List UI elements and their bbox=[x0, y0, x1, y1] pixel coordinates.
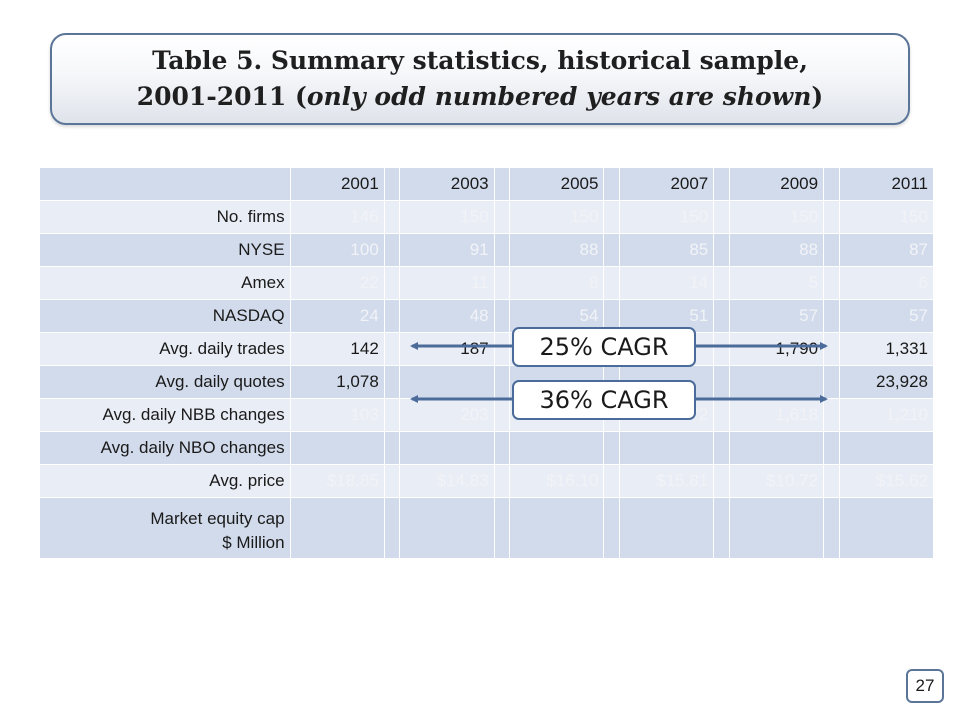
table-cell: 1,210 bbox=[839, 399, 934, 432]
table-cell bbox=[400, 432, 495, 465]
table-cell: 24 bbox=[290, 300, 385, 333]
row-label: Amex bbox=[40, 267, 291, 300]
table-cell: 150 bbox=[839, 201, 934, 234]
year-header: 2009 bbox=[729, 168, 825, 201]
table-cell: $15.62 bbox=[839, 465, 934, 498]
row-label: NYSE bbox=[40, 234, 291, 267]
table-cell bbox=[729, 498, 825, 559]
row-label: NASDAQ bbox=[40, 300, 291, 333]
table-cell: $15.81 bbox=[620, 465, 715, 498]
table-cell: 203 bbox=[400, 399, 495, 432]
slide-title-box: Table 5. Summary statistics, historical … bbox=[50, 33, 910, 125]
table-row: NYSE 100 91 88 85 88 87 bbox=[40, 234, 934, 267]
cagr-callout-trades: 25% CAGR bbox=[512, 327, 696, 367]
table-row: NASDAQ 24 48 54 51 57 57 bbox=[40, 300, 934, 333]
table-cell bbox=[290, 432, 385, 465]
table-cell: 88 bbox=[729, 234, 825, 267]
title-line-2-suffix: ) bbox=[811, 82, 824, 111]
table-cell: 57 bbox=[729, 300, 825, 333]
table-row: Avg. daily NBO changes bbox=[40, 432, 934, 465]
title-line-2-italic: only odd numbered years are shown bbox=[306, 82, 812, 111]
row-label-line-2: $ Million bbox=[222, 533, 285, 552]
table-cell bbox=[290, 498, 385, 559]
table-cell: 150 bbox=[729, 201, 825, 234]
table-cell: $14.83 bbox=[400, 465, 495, 498]
table-cell: 11 bbox=[400, 267, 495, 300]
table-cell: 142 bbox=[290, 333, 385, 366]
table-cell: 150 bbox=[510, 201, 605, 234]
table-cell: 100 bbox=[290, 234, 385, 267]
table-row: Market equity cap $ Million bbox=[40, 498, 934, 559]
row-label: Market equity cap $ Million bbox=[40, 498, 291, 559]
table-cell bbox=[510, 498, 605, 559]
title-line-2-prefix: 2001-2011 ( bbox=[136, 82, 307, 111]
table-cell: 57 bbox=[839, 300, 934, 333]
table-cell: 87 bbox=[839, 234, 934, 267]
row-label: Avg. daily NBO changes bbox=[40, 432, 291, 465]
table-cell: 48 bbox=[400, 300, 495, 333]
table-cell: 85 bbox=[620, 234, 715, 267]
table-cell: $16.10 bbox=[510, 465, 605, 498]
table-cell: 8 bbox=[510, 267, 605, 300]
year-header: 2011 bbox=[839, 168, 934, 201]
row-label: Avg. daily quotes bbox=[40, 366, 291, 399]
table-cell bbox=[620, 498, 715, 559]
table-header-row: 2001 2003 2005 2007 2009 2011 bbox=[40, 168, 934, 201]
table-cell bbox=[510, 432, 605, 465]
table-cell: 88 bbox=[510, 234, 605, 267]
table-row: Amex 22 11 8 14 5 6 bbox=[40, 267, 934, 300]
table-cell: 14 bbox=[620, 267, 715, 300]
header-empty-cell bbox=[40, 168, 291, 201]
table-cell bbox=[729, 432, 825, 465]
slide-title-line-2: 2001-2011 (only odd numbered years are s… bbox=[137, 79, 823, 115]
row-label: Avg. daily trades bbox=[40, 333, 291, 366]
table-cell bbox=[620, 432, 715, 465]
table-cell: 1,331 bbox=[839, 333, 934, 366]
year-header: 2007 bbox=[620, 168, 715, 201]
table-cell bbox=[400, 498, 495, 559]
page-number: 27 bbox=[906, 669, 944, 703]
table-cell: 1,618 bbox=[729, 399, 825, 432]
cagr-callout-quotes: 36% CAGR bbox=[512, 380, 696, 420]
table-cell: 103 bbox=[290, 399, 385, 432]
table-cell: $10.72 bbox=[729, 465, 825, 498]
table-cell: 23,928 bbox=[839, 366, 934, 399]
table-cell: $18.85 bbox=[290, 465, 385, 498]
table-cell: 1,078 bbox=[290, 366, 385, 399]
table-cell: 91 bbox=[400, 234, 495, 267]
year-header: 2003 bbox=[400, 168, 495, 201]
row-label: Avg. price bbox=[40, 465, 291, 498]
row-label-line-1: Market equity cap bbox=[150, 509, 285, 528]
table-cell bbox=[839, 432, 934, 465]
year-header: 2005 bbox=[510, 168, 605, 201]
table-cell: 146 bbox=[290, 201, 385, 234]
slide-title-line-1: Table 5. Summary statistics, historical … bbox=[152, 46, 808, 75]
table-cell bbox=[400, 366, 495, 399]
table-cell: 150 bbox=[400, 201, 495, 234]
year-header: 2001 bbox=[290, 168, 385, 201]
table-row: No. firms 146 150 150 150 150 150 bbox=[40, 201, 934, 234]
row-label: No. firms bbox=[40, 201, 291, 234]
table-cell: 22 bbox=[290, 267, 385, 300]
table-cell: 150 bbox=[620, 201, 715, 234]
table-row: Avg. price $18.85 $14.83 $16.10 $15.81 $… bbox=[40, 465, 934, 498]
table-cell bbox=[729, 366, 825, 399]
row-label: Avg. daily NBB changes bbox=[40, 399, 291, 432]
table-cell: 6 bbox=[839, 267, 934, 300]
table-cell bbox=[839, 498, 934, 559]
table-cell: 5 bbox=[729, 267, 825, 300]
